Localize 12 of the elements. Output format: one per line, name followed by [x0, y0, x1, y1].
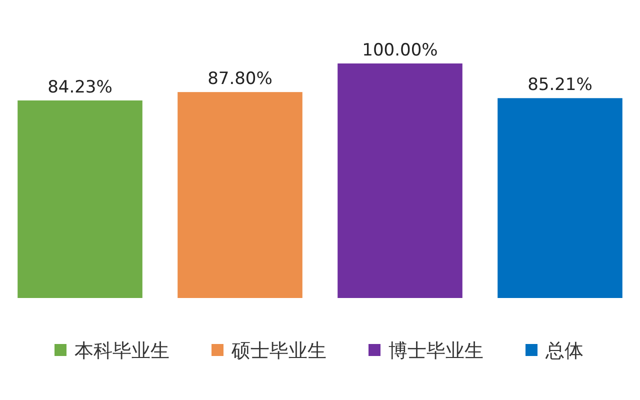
legend-label: 硕士毕业生 — [230, 340, 326, 362]
legend-label: 总体 — [544, 340, 584, 362]
data-label: 85.21% — [528, 75, 592, 96]
data-label: 87.80% — [208, 69, 272, 90]
bar — [178, 92, 302, 298]
bar — [18, 100, 142, 298]
legend-label: 本科毕业生 — [74, 340, 170, 362]
data-label: 100.00% — [362, 40, 438, 60]
data-label: 84.23% — [48, 77, 112, 98]
bar — [338, 63, 462, 298]
legend-label: 博士毕业生 — [388, 340, 484, 362]
bar — [498, 98, 622, 298]
